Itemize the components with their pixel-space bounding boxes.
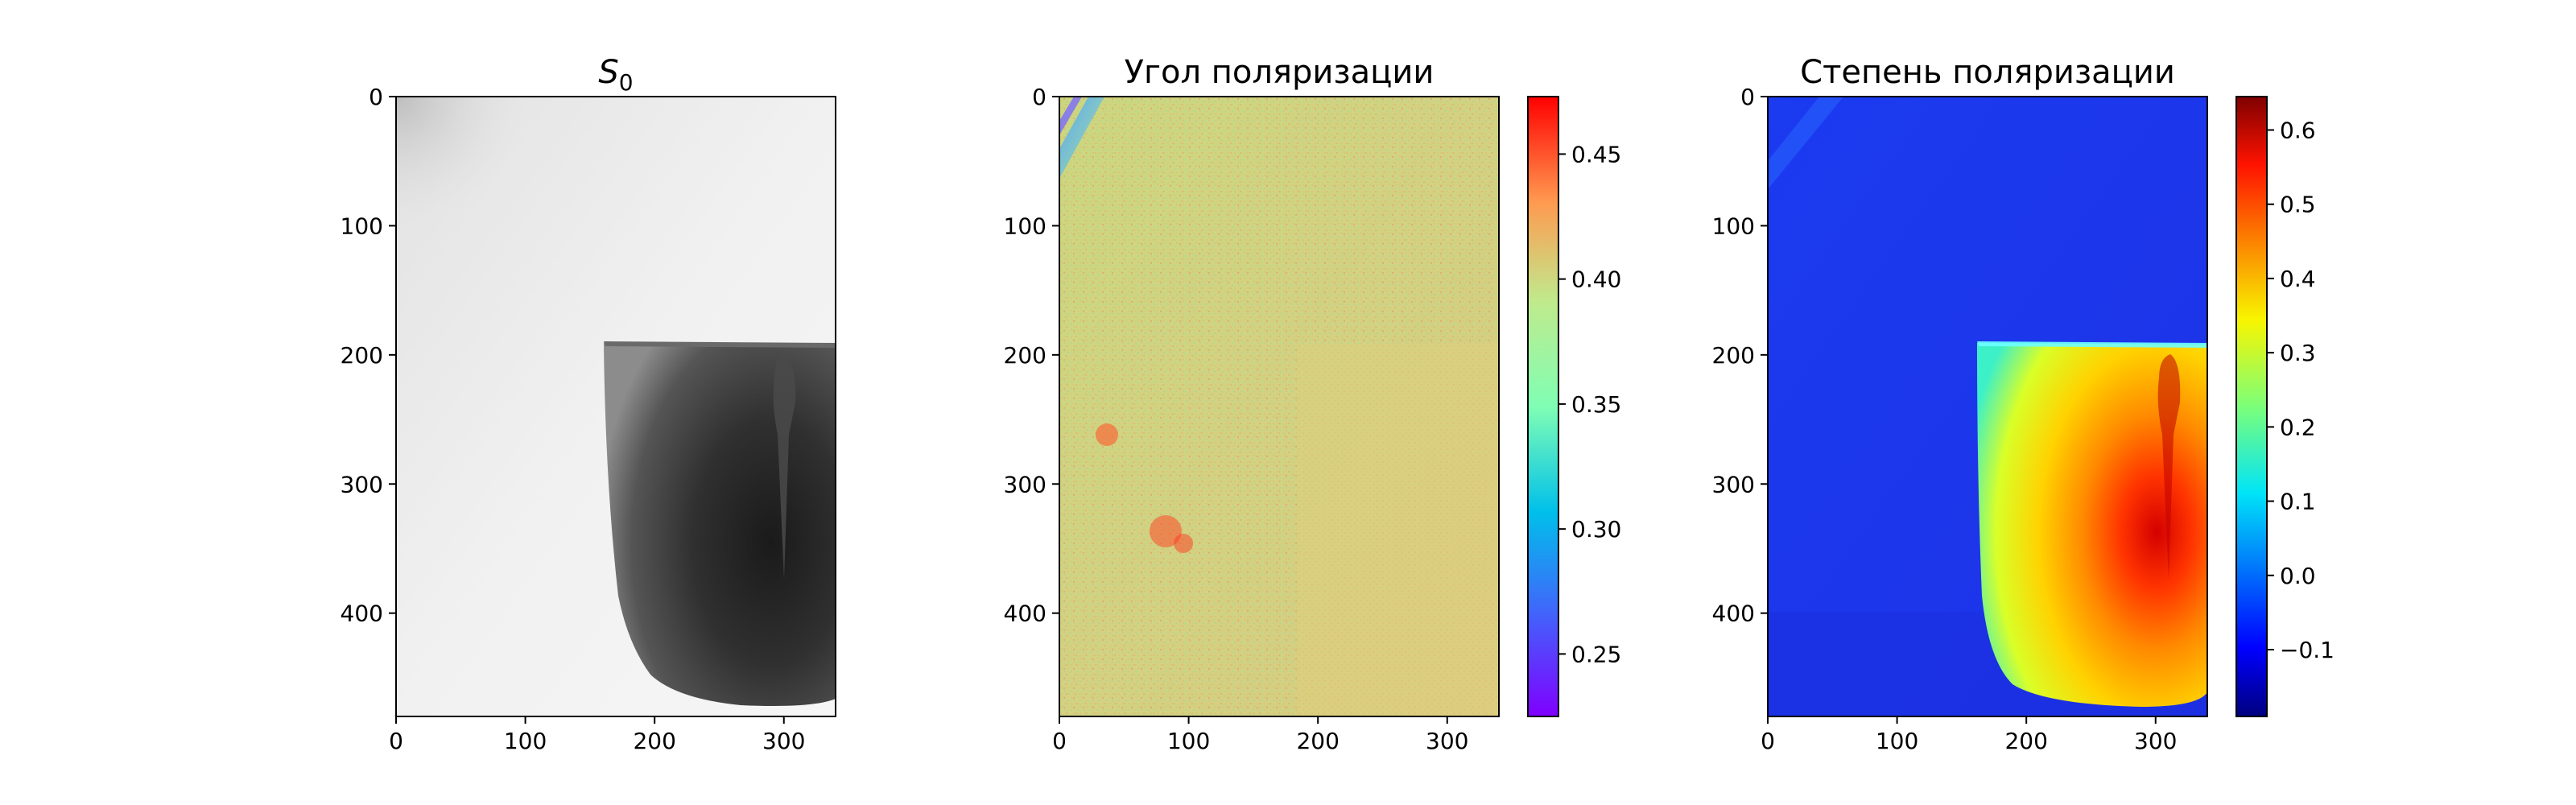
colorbar-angle-ticks: 0.25 0.30 0.35 0.40 0.45	[1558, 141, 1621, 667]
panel-s0-title: S0	[598, 54, 633, 96]
colorbar-tick-label: 0.25	[1571, 641, 1621, 667]
colorbar-degree	[2235, 96, 2268, 717]
panel-degree-yticks: 0 100 200 300 400	[1712, 84, 1768, 627]
x-tick-label: 200	[633, 728, 675, 754]
x-tick-label: 300	[1426, 728, 1468, 754]
x-tick-label: 0	[389, 728, 403, 754]
panel-s0-yticks: 0 100 200 300 400	[341, 84, 396, 627]
colorbar-tick-label: 0.5	[2280, 192, 2316, 218]
x-tick-label: 200	[2004, 728, 2047, 754]
colorbar-tick-label: 0.35	[1571, 391, 1621, 418]
x-tick-label: 200	[1296, 728, 1339, 754]
panel-degree: Степень поляризации 0 100 200 300 0 100 200 30…	[1712, 54, 2334, 754]
panel-degree-image	[1768, 97, 2207, 716]
colorbar-tick-label: 0.4	[2280, 266, 2316, 292]
y-tick-label: 100	[341, 213, 383, 239]
colorbar-tick-label: 0.30	[1571, 516, 1621, 543]
colorbar-tick-label: −0.1	[2280, 637, 2334, 663]
x-tick-label: 300	[762, 728, 805, 754]
panel-s0-xticks: 0 100 200 300	[389, 716, 805, 754]
colorbar-tick-label: 0.40	[1571, 266, 1621, 293]
panel-angle-frame	[1059, 96, 1500, 717]
y-tick-label: 200	[1712, 342, 1755, 369]
y-tick-label: 300	[1004, 471, 1046, 497]
y-tick-label: 200	[341, 342, 383, 369]
y-tick-label: 0	[369, 84, 383, 110]
x-tick-label: 100	[504, 728, 547, 754]
x-tick-label: 0	[1761, 728, 1775, 754]
colorbar-tick-label: 0.2	[2280, 414, 2316, 440]
x-tick-label: 100	[1876, 728, 1918, 754]
y-tick-label: 200	[1004, 342, 1046, 369]
panel-angle-yticks: 0 100 200 300 400	[1004, 84, 1059, 627]
panel-s0-title-main: S	[598, 54, 618, 91]
panel-degree-frame	[1767, 96, 2208, 717]
y-tick-label: 100	[1004, 213, 1046, 239]
colorbar-tick-label: 0.1	[2280, 489, 2316, 515]
colorbar-angle	[1527, 96, 1559, 717]
x-tick-label: 300	[2134, 728, 2177, 754]
y-tick-label: 300	[1712, 471, 1755, 497]
panel-angle-image	[1059, 97, 1499, 716]
y-tick-label: 0	[1740, 84, 1755, 110]
x-tick-label: 0	[1052, 728, 1067, 754]
panel-angle: Угол поляризации 0 100 200 300 0 100 200 300 40…	[1004, 54, 1622, 754]
panel-s0-image	[396, 97, 836, 716]
y-tick-label: 400	[1004, 601, 1046, 627]
panel-angle-title: Угол поляризации	[1125, 54, 1435, 91]
colorbar-tick-label: 0.3	[2280, 340, 2316, 366]
y-tick-label: 0	[1032, 84, 1046, 110]
panel-degree-title: Степень поляризации	[1800, 54, 2175, 91]
colorbar-degree-ticks: −0.1 0.0 0.1 0.2 0.3 0.4 0.5 0.6	[2267, 117, 2334, 663]
y-tick-label: 400	[1712, 601, 1755, 627]
colorbar-tick-label: 0.0	[2280, 563, 2316, 589]
x-tick-label: 100	[1167, 728, 1210, 754]
panel-degree-xticks: 0 100 200 300	[1761, 716, 2177, 754]
colorbar-tick-label: 0.45	[1571, 141, 1621, 167]
y-tick-label: 300	[341, 471, 383, 497]
y-tick-label: 400	[341, 601, 383, 627]
colorbar-tick-label: 0.6	[2280, 117, 2316, 143]
panel-s0-title-sub: 0	[619, 69, 634, 96]
y-tick-label: 100	[1712, 213, 1755, 239]
panel-s0-frame	[395, 96, 836, 717]
panel-angle-xticks: 0 100 200 300	[1052, 716, 1468, 754]
